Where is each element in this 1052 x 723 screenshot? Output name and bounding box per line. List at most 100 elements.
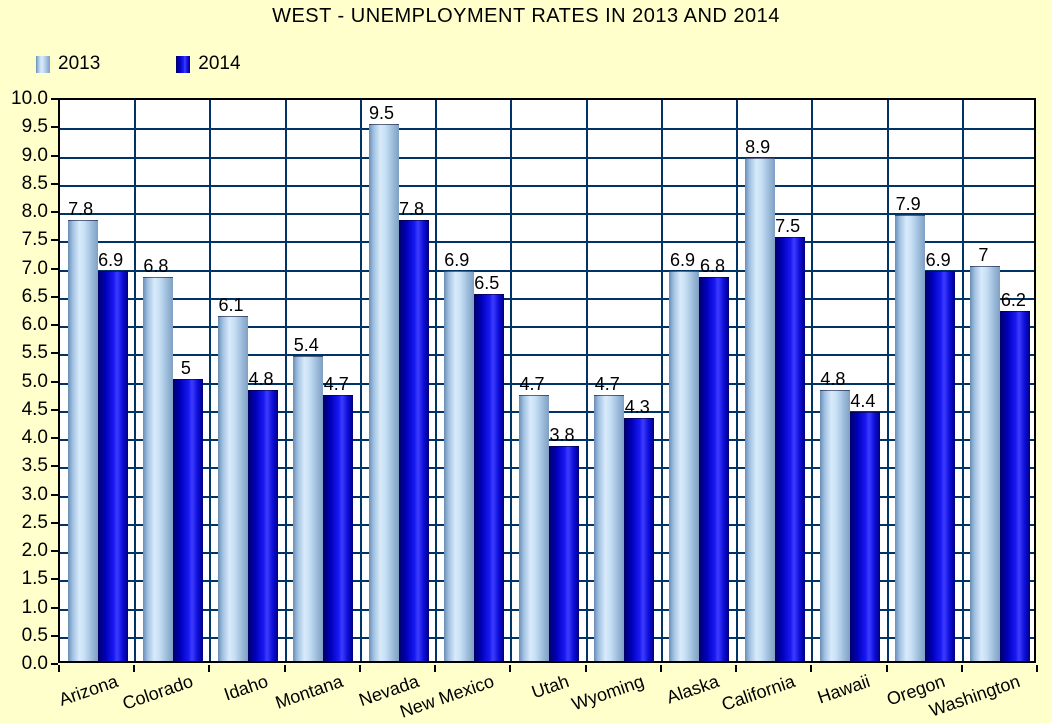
y-axis-tick-label: 9.0 [21,144,48,166]
y-axis-tick-mark [51,465,58,468]
gridline-vertical [284,100,287,661]
data-label-2013-idaho: 6.1 [218,295,244,316]
y-axis-tick-label: 4.0 [21,427,48,448]
x-axis-tick-mark [133,665,136,672]
bar-2013-arizona [67,220,98,661]
bar-2013-wyoming [594,395,625,661]
gridline-vertical [134,100,137,661]
bar-2014-nevada [398,220,429,661]
bar-2013-alaska [669,271,700,661]
y-axis-tick-mark [51,493,58,496]
gridline-vertical [359,100,362,661]
y-axis-tick-mark [51,550,58,552]
bar-2014-washington [1000,310,1031,661]
gridline-horizontal [60,269,1034,272]
gridline-vertical [886,100,889,661]
gridline-vertical [736,100,739,661]
y-axis-tick-mark [51,578,58,581]
y-axis-tick-label: 5.0 [21,370,48,392]
gridline-vertical [209,100,212,661]
data-label-2014-nevada: 7.8 [399,199,425,220]
bar-2013-colorado [142,276,173,661]
gridline-vertical [811,100,814,661]
bar-2013-montana [293,355,324,661]
data-label-2013-wyoming: 4.7 [594,374,620,395]
bar-2013-oregon [895,214,926,661]
x-axis-label-california: California [718,671,798,715]
x-axis-label-hawaii: Hawaii [814,671,873,708]
bar-2014-oregon [925,271,956,661]
x-axis-label-colorado: Colorado [119,671,196,714]
y-axis-tick-mark [51,239,58,242]
bar-2013-nevada [368,124,399,661]
x-axis-tick-mark [58,665,60,672]
legend-swatch-2014 [176,55,191,73]
gridline-vertical [510,100,513,661]
gridline-vertical [435,100,438,661]
x-axis-label-utah: Utah [529,671,572,703]
data-label-2014-wyoming: 4.3 [624,397,650,418]
x-axis-tick-mark [283,665,286,672]
y-axis-tick-mark [51,154,58,157]
bar-2013-idaho [218,316,249,661]
data-label-2013-hawaii: 4.8 [820,368,846,389]
y-axis-tick-label: 7.5 [21,229,48,251]
gridline-horizontal [60,297,1034,300]
y-axis-tick-label: 0.0 [21,653,48,674]
y-axis-tick-label: 3.5 [21,455,48,477]
y-axis-tick-mark [51,324,58,326]
data-label-2013-washington: 7 [978,244,989,265]
data-label-2013-montana: 5.4 [293,334,319,355]
data-label-2014-new-mexico: 6.5 [474,272,500,293]
legend: 2013 2014 [36,53,309,75]
bar-2014-california [774,237,805,661]
x-axis-label-montana: Montana [273,671,346,713]
data-label-2014-arizona: 6.9 [98,250,124,271]
legend-label-2014: 2014 [198,53,241,74]
bar-2013-washington [970,265,1001,661]
legend-swatch-2013 [36,55,50,73]
bar-2014-idaho [248,389,279,661]
y-axis-tick-mark [51,521,58,524]
data-label-2014-california: 7.5 [775,216,801,237]
y-axis-tick-mark [51,295,58,298]
bar-2014-new-mexico [473,293,504,661]
bar-2014-colorado [172,378,203,661]
gridline-horizontal [60,326,1034,328]
bar-2013-new-mexico [443,271,474,661]
bar-2014-arizona [97,271,128,661]
gridline-vertical [585,100,588,661]
x-axis-label-alaska: Alaska [664,671,722,708]
x-axis-tick-mark [584,665,587,672]
data-label-2013-colorado: 6.8 [143,255,169,276]
x-axis-tick-mark [208,665,211,672]
y-axis-tick-mark [51,182,58,185]
x-axis-tick-mark [659,665,662,672]
x-axis-label-wyoming: Wyoming [569,671,647,715]
x-axis-label-arizona: Arizona [55,671,121,710]
bar-2013-hawaii [819,389,850,661]
data-label-2013-oregon: 7.9 [895,193,921,214]
gridline-horizontal [60,241,1034,244]
gridline-horizontal [60,213,1034,215]
chart-title: WEST - UNEMPLOYMENT RATES IN 2013 AND 20… [272,5,780,27]
x-axis-tick-mark [434,665,437,672]
x-axis-tick-mark [358,665,361,672]
y-axis-tick-mark [51,663,58,665]
data-label-2013-utah: 4.7 [519,374,545,395]
y-axis-tick-label: 1.0 [21,596,48,618]
x-axis-tick-mark [810,665,813,672]
gridline-horizontal [60,156,1034,159]
data-label-2013-arizona: 7.8 [68,199,94,220]
x-axis-tick-mark [885,665,888,672]
data-label-2014-alaska: 6.8 [699,255,725,276]
y-axis-tick-label: 9.5 [21,116,48,138]
y-axis-tick-label: 0.5 [21,624,48,646]
data-label-2013-california: 8.9 [745,137,771,158]
data-label-2013-alaska: 6.9 [669,250,695,271]
y-axis-tick-mark [51,352,58,355]
gridline-horizontal [60,128,1034,131]
legend-label-2013: 2013 [58,53,101,74]
y-axis-tick-label: 6.0 [21,314,48,335]
